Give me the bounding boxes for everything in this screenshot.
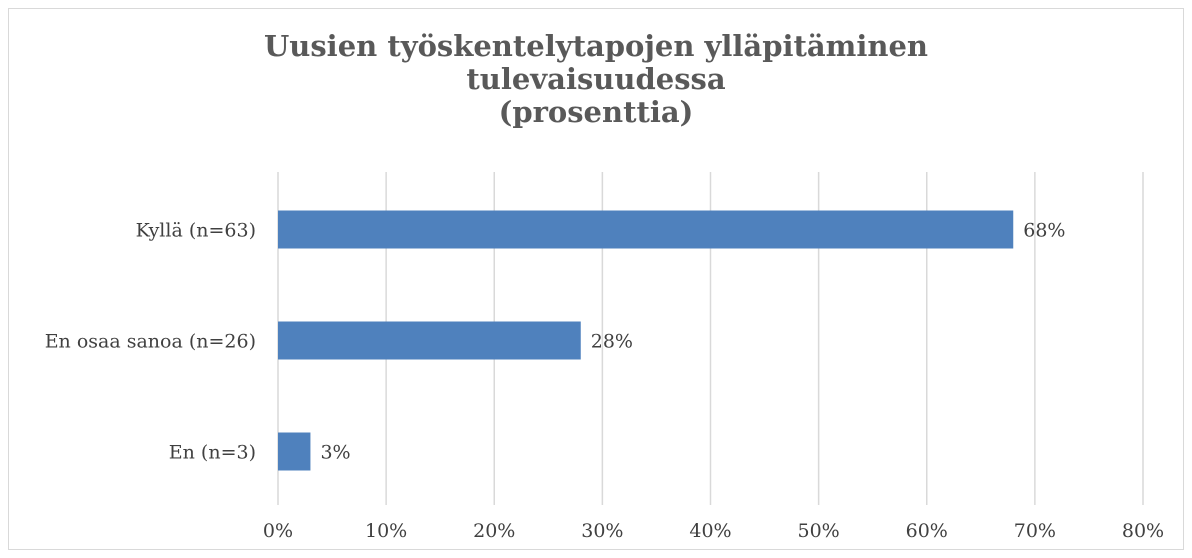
chart-title: tulevaisuudessa — [466, 62, 725, 96]
x-tick-label: 0% — [263, 520, 293, 542]
x-tick-label: 10% — [365, 520, 407, 542]
chart-title: Uusien työskentelytapojen ylläpitäminen — [264, 29, 928, 63]
bar — [278, 321, 581, 360]
chart-border — [8, 8, 1184, 550]
bar — [278, 210, 1014, 249]
x-tick-label: 70% — [1014, 520, 1056, 542]
x-tick-label: 60% — [906, 520, 948, 542]
x-tick-label: 50% — [798, 520, 840, 542]
chart-title: (prosenttia) — [499, 95, 694, 129]
data-label: 3% — [320, 442, 350, 464]
y-tick-label: En osaa sanoa (n=26) — [45, 331, 256, 353]
x-tick-label: 80% — [1122, 520, 1164, 542]
data-label: 28% — [591, 331, 633, 353]
x-tick-label: 40% — [689, 520, 731, 542]
x-tick-label: 20% — [473, 520, 515, 542]
data-label: 68% — [1023, 220, 1065, 242]
y-tick-label: Kyllä (n=63) — [136, 220, 256, 242]
y-tick-label: En (n=3) — [169, 442, 256, 464]
bar — [278, 432, 311, 471]
x-tick-label: 30% — [581, 520, 623, 542]
